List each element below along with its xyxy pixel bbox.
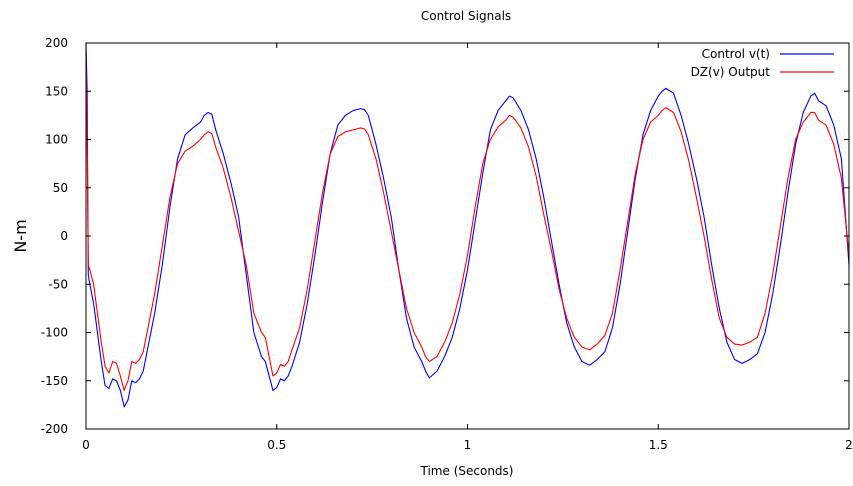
x-tick-label: 2	[845, 438, 853, 452]
x-axis: 0 0.5 1 1.5 2	[82, 43, 853, 452]
x-tick-label: 1	[464, 438, 472, 452]
series-layer	[85, 42, 850, 408]
x-tick-label: 1.5	[649, 438, 668, 452]
y-tick-label: 100	[45, 133, 68, 147]
series-line-control	[85, 42, 850, 408]
y-tick-label: -100	[41, 326, 68, 340]
y-tick-label: 50	[53, 181, 68, 195]
x-tick-label: 0	[82, 438, 90, 452]
y-tick-label: -200	[41, 422, 68, 436]
plot-frame	[85, 42, 850, 430]
chart-title: Control Signals	[421, 9, 511, 23]
y-tick-label: -50	[48, 277, 68, 291]
legend: Control v(t) DZ(v) Output	[691, 47, 834, 79]
y-axis-label: N-m	[11, 219, 30, 252]
x-axis-label: Time (Seconds)	[420, 464, 514, 478]
series-line-dz-output	[85, 52, 850, 391]
y-tick-label: 0	[60, 229, 68, 243]
y-tick-label: 200	[45, 36, 68, 50]
y-tick-label: -150	[41, 374, 68, 388]
y-tick-label: 150	[45, 84, 68, 98]
legend-label: Control v(t)	[702, 47, 770, 61]
legend-label: DZ(v) Output	[691, 65, 771, 79]
x-tick-label: 0.5	[267, 438, 286, 452]
y-axis: -200 -150 -100 -50 0 50 100 150 200	[41, 36, 849, 436]
